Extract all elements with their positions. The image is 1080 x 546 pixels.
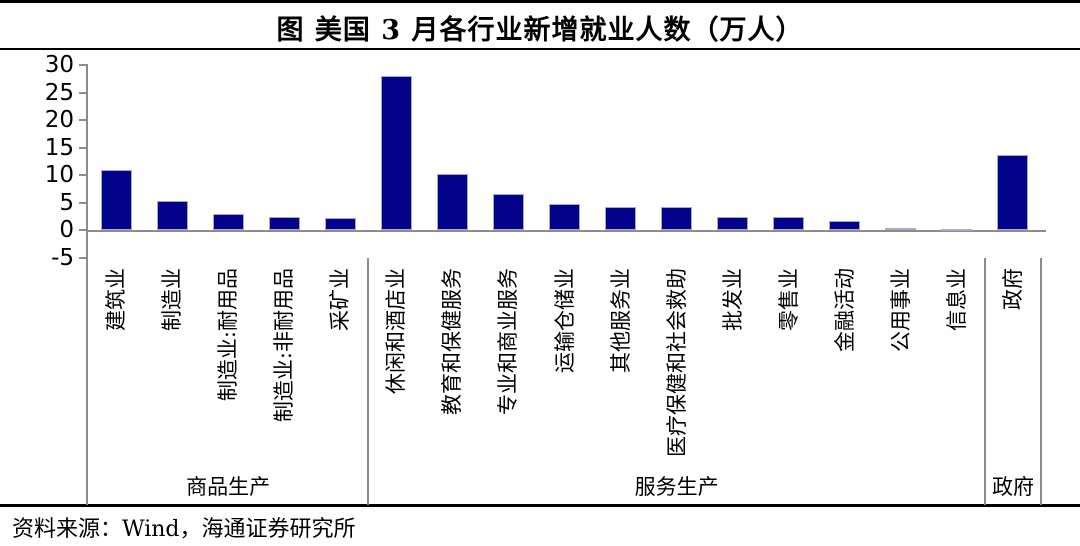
- y-tick-label: 20: [44, 107, 74, 133]
- group-separator: [983, 258, 986, 505]
- group-label: 政府: [991, 475, 1034, 499]
- x-axis-label: 政府: [1000, 268, 1025, 310]
- chart-bar: [941, 229, 973, 232]
- x-axis-label: 教育和保健服务: [440, 268, 465, 415]
- x-axis-label: 建筑业: [104, 268, 129, 331]
- source-note: 资料来源：Wind，海通证券研究所: [12, 517, 356, 542]
- y-tick-mark: [79, 64, 87, 66]
- chart-bar: [773, 217, 805, 230]
- chart-bar: [717, 216, 749, 230]
- chart-bar: [268, 217, 300, 230]
- x-axis-label: 制造业:非耐用品: [272, 268, 297, 423]
- group-label: 服务生产: [634, 475, 719, 499]
- chart-bar: [605, 206, 637, 230]
- group-separator: [1040, 258, 1042, 505]
- y-tick-mark: [79, 201, 87, 204]
- x-axis-label: 采矿业: [328, 268, 353, 331]
- x-axis-label: 公用事业: [888, 268, 913, 352]
- chart-bar: [661, 207, 693, 230]
- title-rule: [0, 48, 1080, 50]
- chart-bar: [324, 218, 356, 230]
- chart-bar: [436, 174, 468, 230]
- x-axis-label: 运输仓储业: [552, 268, 577, 373]
- x-axis-line: [86, 230, 1046, 232]
- x-axis-label: 休闲和酒店业: [384, 268, 409, 394]
- x-axis-label: 制造业:耐用品: [216, 268, 241, 402]
- x-axis-label: 医疗保健和社会救助: [664, 268, 689, 457]
- y-tick-mark: [79, 146, 87, 149]
- chart-bar: [212, 213, 244, 230]
- bottom-rule: [0, 504, 1080, 507]
- chart-bar: [829, 221, 861, 230]
- y-tick-mark: [79, 229, 87, 231]
- y-tick-mark: [79, 91, 87, 94]
- y-tick-mark: [79, 256, 87, 259]
- chart-bar: [549, 203, 580, 230]
- chart-bar: [885, 227, 917, 230]
- group-label: 商品生产: [186, 475, 271, 499]
- page-title: 图 美国 3 月各行业新增就业人数（万人）: [276, 15, 804, 46]
- x-axis-label: 金融活动: [832, 268, 857, 352]
- chart-bar: [380, 76, 412, 230]
- y-tick-label: 30: [44, 52, 74, 78]
- group-separator: [367, 258, 370, 505]
- y-tick-label: 15: [44, 134, 74, 161]
- y-tick-mark: [79, 119, 87, 121]
- top-rule: [0, 0, 1080, 3]
- chart-bar: [100, 169, 132, 230]
- x-axis-label: 其他服务业: [608, 268, 633, 373]
- y-tick-label: 0: [59, 217, 74, 243]
- x-axis-label: 零售业: [776, 268, 801, 331]
- y-axis-line: [86, 64, 88, 505]
- y-tick-label: 5: [59, 189, 74, 216]
- chart-bar: [997, 155, 1029, 230]
- chart-bar: [492, 193, 524, 230]
- y-tick-label: -5: [51, 244, 74, 271]
- y-tick-label: 25: [44, 79, 74, 106]
- x-axis-label: 批发业: [720, 268, 745, 331]
- x-axis-label: 制造业: [160, 268, 185, 331]
- y-tick-label: 10: [44, 162, 74, 188]
- chart-bar: [156, 200, 188, 230]
- y-tick-mark: [79, 174, 87, 176]
- x-axis-label: 专业和商业服务: [496, 268, 521, 415]
- x-axis-label: 信息业: [944, 268, 969, 331]
